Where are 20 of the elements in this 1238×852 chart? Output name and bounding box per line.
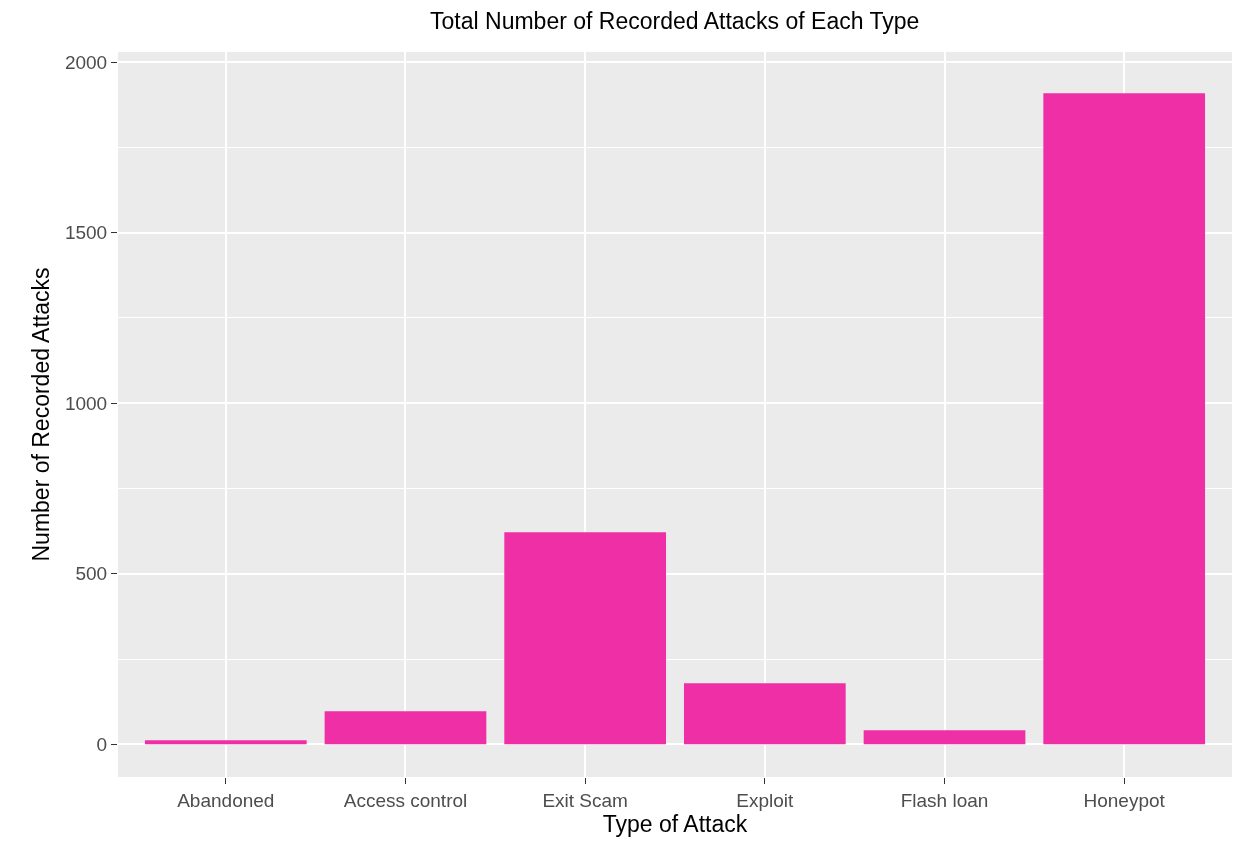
x-tick-label: Flash loan bbox=[900, 789, 989, 811]
bar bbox=[683, 683, 846, 745]
bar bbox=[863, 730, 1026, 745]
bar bbox=[1043, 93, 1206, 745]
chart-title: Total Number of Recorded Attacks of Each Type bbox=[430, 7, 920, 34]
x-tick-label: Access control bbox=[343, 789, 468, 811]
y-tick-label: 1500 bbox=[64, 222, 108, 244]
x-tick-label: Honeypot bbox=[1083, 789, 1166, 811]
y-axis-title: Number of Recorded Attacks bbox=[28, 267, 55, 562]
y-tick-label: 0 bbox=[96, 733, 108, 755]
x-tick-label: Exit Scam bbox=[542, 789, 628, 811]
y-tick-label: 2000 bbox=[64, 51, 108, 73]
x-tick-label: Exploit bbox=[736, 789, 795, 811]
x-tick-label: Abandoned bbox=[177, 789, 275, 811]
bar bbox=[504, 532, 667, 745]
y-tick-label: 500 bbox=[75, 563, 108, 585]
x-axis-title: Type of Attack bbox=[602, 811, 748, 838]
y-tick-label: 1000 bbox=[64, 392, 108, 414]
bar bbox=[324, 711, 487, 745]
bar bbox=[144, 740, 307, 745]
